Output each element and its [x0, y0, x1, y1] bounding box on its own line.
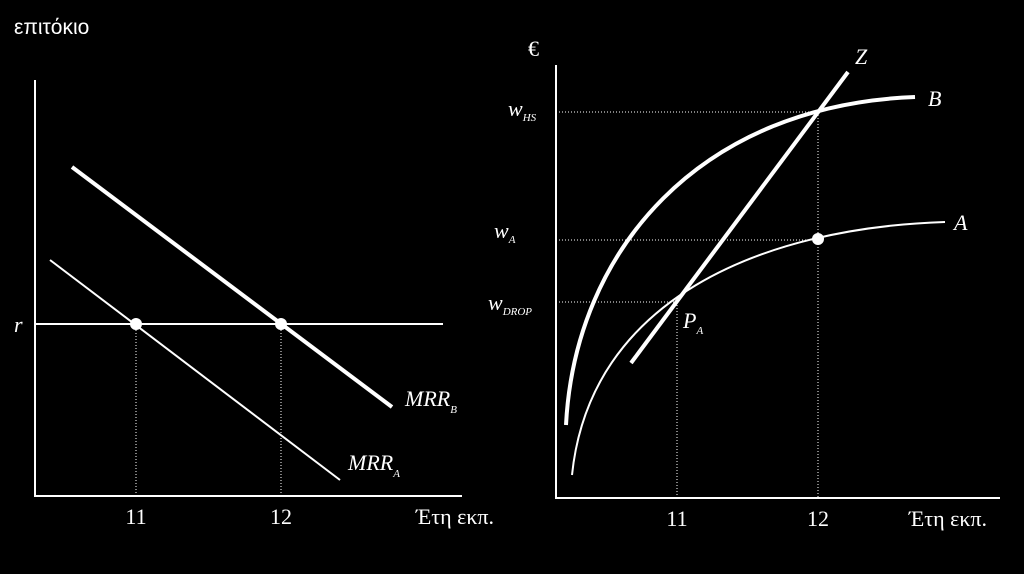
y-label: wA: [494, 218, 516, 246]
point: [812, 233, 824, 245]
y-label-subscript: HS: [522, 112, 537, 124]
point-subscript: A: [695, 325, 703, 337]
mrr-a-line: [49, 259, 341, 481]
curve-b: [564, 95, 916, 426]
line-z: [629, 70, 850, 365]
curve-label: MRRB: [404, 386, 457, 416]
x-tick-label: 11: [666, 506, 687, 531]
x-tick-label: 11: [125, 504, 146, 529]
y-label-subscript: DROP: [502, 306, 533, 318]
point: [275, 318, 287, 330]
y-label-name: w: [488, 290, 503, 315]
mrr-b-line: [70, 165, 394, 409]
curve-label: B: [928, 86, 941, 111]
point: [130, 318, 142, 330]
y-axis-label: επιτόκιο: [14, 16, 89, 39]
x-tick-label: 12: [270, 504, 292, 529]
y-label-name: w: [508, 96, 523, 121]
curve-name: MRR: [404, 386, 451, 411]
curve-a: [571, 221, 946, 476]
curve-name: MRR: [347, 450, 394, 475]
point-label: PA: [682, 308, 703, 337]
x-axis-label: Έτη εκπ.: [908, 506, 987, 531]
y-label: wHS: [508, 96, 537, 124]
y-label: wDROP: [488, 290, 532, 318]
point-name: P: [682, 308, 696, 333]
curve-label: Z: [855, 44, 868, 69]
x-tick-label: 12: [807, 506, 829, 531]
y-label-name: w: [494, 218, 509, 243]
y-label-subscript: A: [508, 234, 516, 246]
curve-label: A: [952, 210, 968, 235]
curve-subscript: A: [392, 468, 400, 480]
rate-label: r: [14, 312, 23, 337]
curve-label: MRRA: [347, 450, 400, 480]
curve-subscript: B: [450, 404, 457, 416]
x-axis-label: Έτη εκπ.: [415, 504, 494, 529]
y-axis-label: €: [528, 36, 539, 61]
